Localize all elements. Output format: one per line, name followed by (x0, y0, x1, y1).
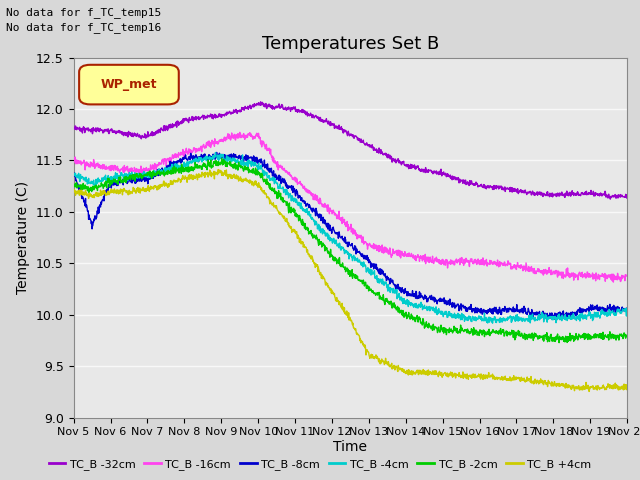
Legend: TC_B -32cm, TC_B -16cm, TC_B -8cm, TC_B -4cm, TC_B -2cm, TC_B +4cm: TC_B -32cm, TC_B -16cm, TC_B -8cm, TC_B … (44, 455, 596, 474)
Text: No data for f_TC_temp15: No data for f_TC_temp15 (6, 7, 162, 18)
Text: WP_met: WP_met (100, 78, 157, 91)
X-axis label: Time: Time (333, 440, 367, 454)
FancyBboxPatch shape (79, 65, 179, 104)
Title: Temperatures Set B: Temperatures Set B (262, 35, 439, 53)
Y-axis label: Temperature (C): Temperature (C) (17, 181, 31, 294)
Text: No data for f_TC_temp16: No data for f_TC_temp16 (6, 22, 162, 33)
